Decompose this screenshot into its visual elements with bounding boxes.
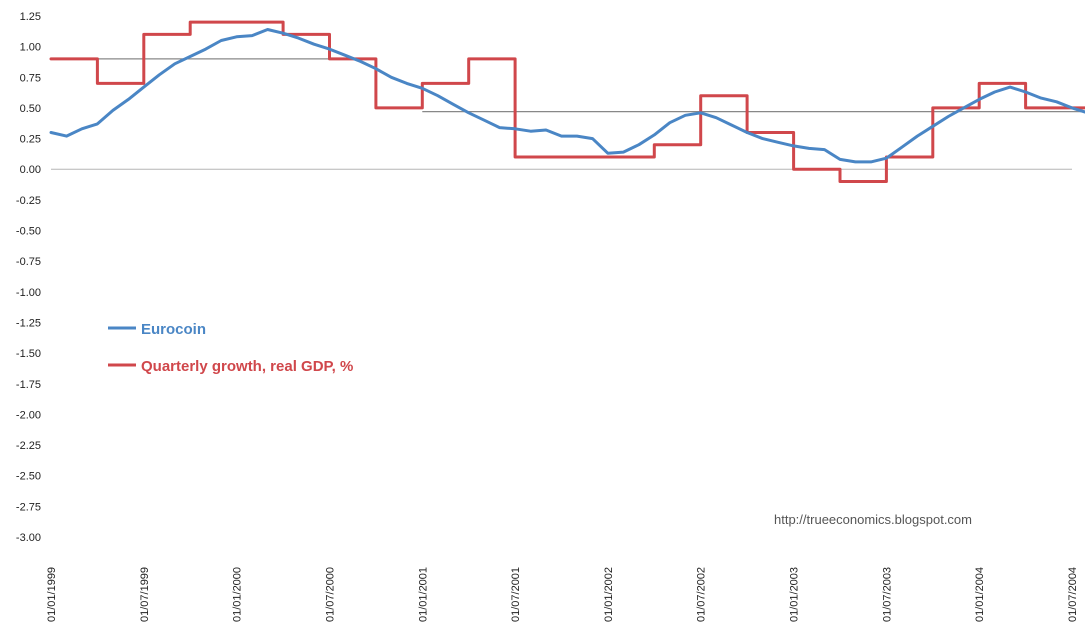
x-tick-label: 01/01/2002 — [603, 567, 615, 622]
reference-lines — [51, 58, 1085, 113]
y-tick-label: -1.50 — [16, 348, 41, 360]
x-tick-label: 01/01/1999 — [46, 567, 58, 622]
watermark: http://trueeconomics.blogspot.com — [774, 512, 972, 527]
y-tick-label: -0.50 — [16, 226, 41, 238]
legend-label-gdp-growth: Quarterly growth, real GDP, % — [141, 358, 353, 375]
y-tick-label: -1.25 — [16, 317, 41, 329]
y-tick-label: 1.25 — [20, 11, 41, 23]
y-tick-label: -0.75 — [16, 256, 41, 268]
x-tick-label: 01/01/2001 — [417, 567, 429, 622]
y-tick-label: -2.75 — [16, 501, 41, 513]
y-tick-label: -1.75 — [16, 379, 41, 391]
series-line-gdp-growth — [49, 20, 1085, 183]
y-tick-label: 0.25 — [20, 134, 41, 146]
x-tick-label: 01/07/2003 — [881, 567, 893, 622]
y-tick-label: -2.25 — [16, 440, 41, 452]
x-tick-label: 01/01/2003 — [789, 567, 801, 622]
y-tick-label: -2.00 — [16, 409, 41, 421]
series-layer — [49, 20, 1085, 183]
y-tick-label: 0.75 — [20, 72, 41, 84]
x-tick-label: 01/01/2004 — [974, 567, 986, 622]
legend-label-eurocoin: Eurocoin — [141, 321, 206, 338]
x-tick-label: 01/07/2002 — [696, 567, 708, 622]
x-axis: 01/01/1999 01/07/1999 01/01/2000 01/07/2000… — [46, 567, 1079, 622]
x-tick-label: 01/07/2004 — [1067, 567, 1079, 622]
y-tick-label: 1.00 — [20, 42, 41, 54]
y-tick-label: -0.25 — [16, 195, 41, 207]
y-tick-label: 0.00 — [20, 164, 41, 176]
x-tick-label: 01/07/2000 — [324, 567, 336, 622]
x-tick-label: 01/07/2001 — [510, 567, 522, 622]
y-tick-label: -2.50 — [16, 471, 41, 483]
x-tick-label: 01/01/2000 — [232, 567, 244, 622]
legend: Eurocoin Quarterly growth, real GDP, % — [108, 321, 353, 375]
series-line-eurocoin — [49, 28, 1085, 164]
x-tick-label: 01/07/1999 — [139, 567, 151, 622]
y-tick-label: 0.50 — [20, 103, 41, 115]
y-tick-label: -3.00 — [16, 532, 41, 544]
y-tick-label: -1.00 — [16, 287, 41, 299]
y-axis: 1.25 1.00 0.75 0.50 0.25 0.00 -0.25 -0.50 -0.75 -… — [16, 11, 41, 544]
